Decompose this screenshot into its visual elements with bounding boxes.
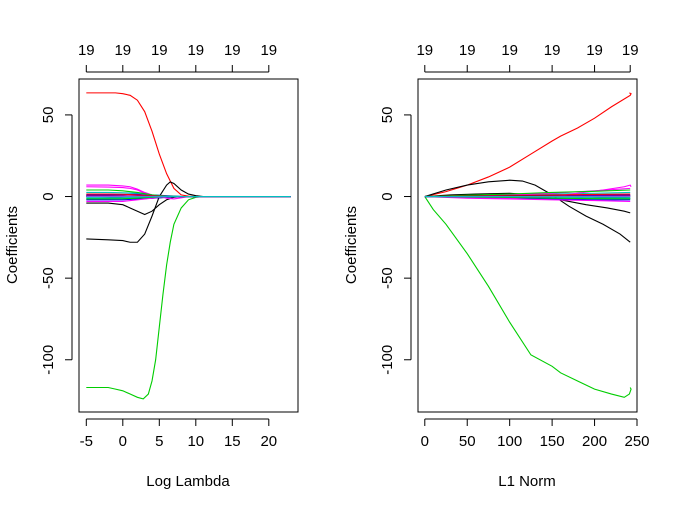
y-tick-label: 0 [379,192,396,200]
x-tick-label: 150 [540,433,565,450]
coefficient-path-2 [86,195,291,400]
y-tick-label: -50 [40,267,57,289]
l1-norm-panel: 0 50 100 150 200 250 50 0 -50 -100 19 19 19 19 19 19 … [343,42,650,490]
y-axis-label: Coefficients [343,206,360,284]
coefficient-path-3 [424,179,631,243]
top-tick-label: 19 [151,42,168,59]
y-tick-label: 50 [379,107,396,124]
plot-frame [78,78,299,413]
x-tick-label: 0 [421,433,429,450]
top-tick-label: 19 [586,42,603,59]
plot-frame [417,78,638,413]
top-tick-label: 19 [459,42,476,59]
y-axis: 50 0 -50 -100 [40,107,73,375]
x-tick-label: 50 [459,433,476,450]
y-tick-label: -100 [379,345,396,375]
x-tick-label: 0 [119,433,127,450]
x-axis: -5 0 5 10 15 20 [80,418,277,450]
x-tick-label: 5 [155,433,163,450]
series-layer [424,92,632,398]
coefficient-path-2 [424,196,632,398]
log-lambda-panel: -5 0 5 10 15 20 500-50-100 19 19 19 19 19 19 Log L… [4,42,299,490]
y-tick-label: -50 [379,267,396,289]
x-tick-label: 20 [260,433,277,450]
y-axis: 50 0 -50 -100 [379,107,412,375]
coefficient-path-1 [424,92,632,198]
top-axis: 19 19 19 19 19 19 [78,42,277,73]
top-tick-label: 19 [416,42,433,59]
coefficient-path-12 [424,195,631,202]
y-tick-label: 50 [40,107,57,124]
top-tick-label: 19 [544,42,561,59]
coefficient-path-13 [424,189,631,198]
x-tick-label: 10 [187,433,204,450]
top-tick-label: 19 [622,42,639,59]
top-tick-label: 19 [114,42,131,59]
coefficient-path-1 [86,92,291,198]
coefficient-path-3 [86,181,291,243]
top-axis: 19 19 19 19 19 19 [416,42,639,73]
top-tick-label: 19 [501,42,518,59]
y-axis-label: Coefficients [4,206,21,284]
y-tick-label: 0 [40,192,57,200]
top-tick-label: 19 [78,42,95,59]
x-tick-label: 15 [224,433,241,450]
x-axis: 0 50 100 150 200 250 [421,418,650,450]
x-axis-label: Log Lambda [146,473,230,490]
x-tick-label: 200 [582,433,607,450]
top-tick-label: 19 [260,42,277,59]
top-tick-label: 19 [187,42,204,59]
x-axis-label: L1 Norm [498,473,556,490]
series-layer [86,92,291,400]
x-tick-label: 250 [624,433,649,450]
top-tick-label: 19 [224,42,241,59]
y-tick-label: -100 [40,345,57,375]
x-tick-label: 100 [497,433,522,450]
x-tick-label: -5 [80,433,93,450]
